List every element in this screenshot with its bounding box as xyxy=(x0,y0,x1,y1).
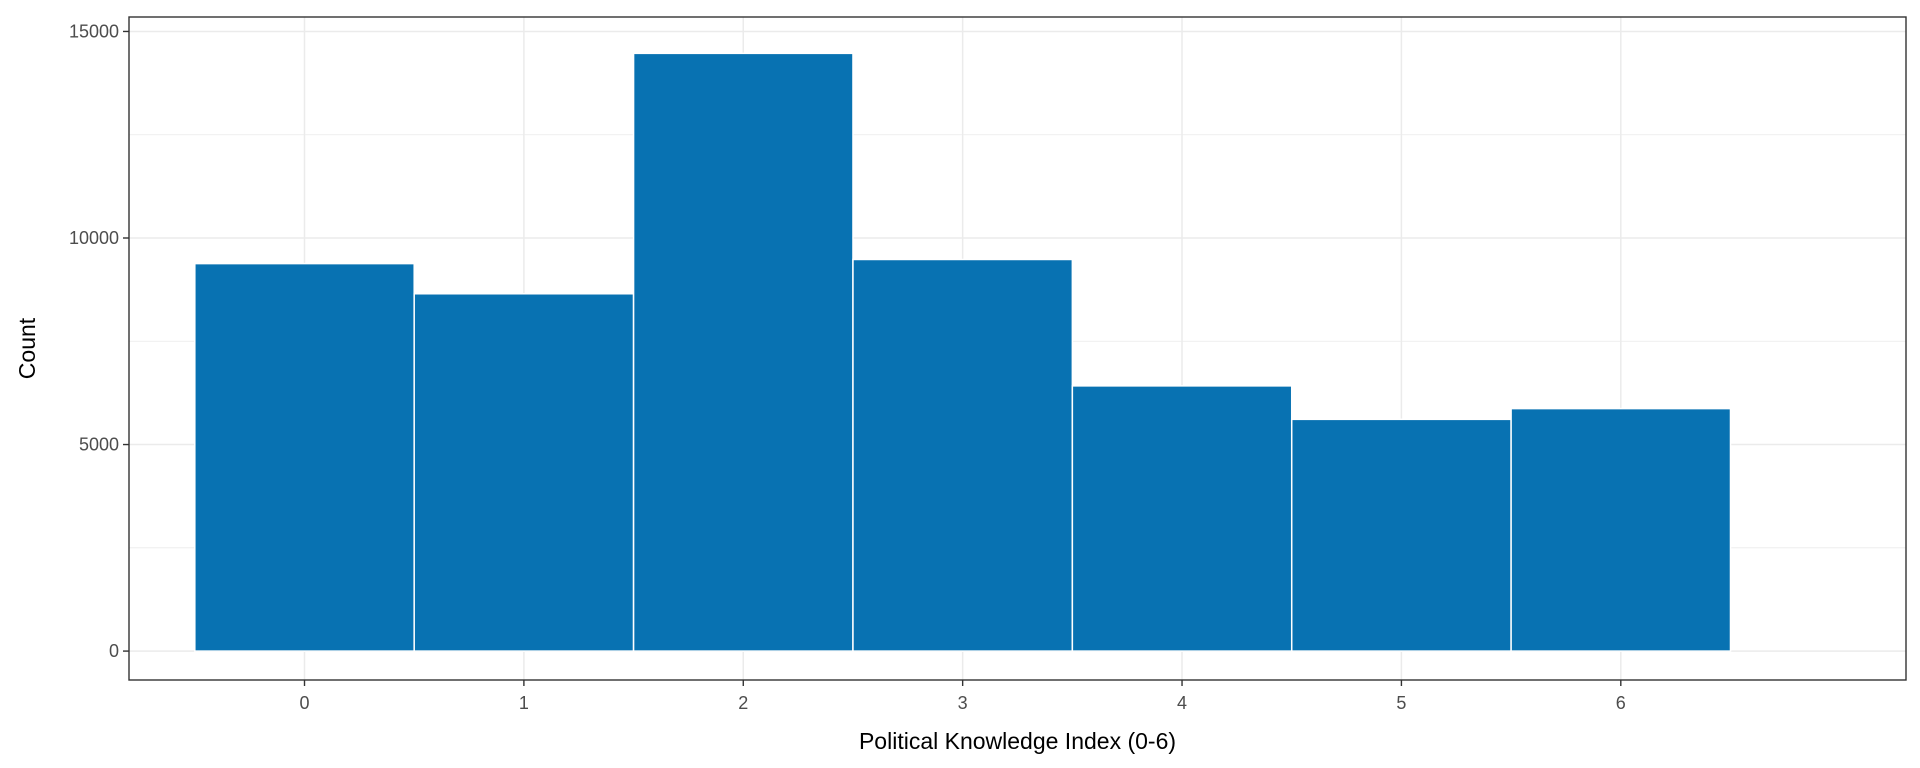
x-tick-label: 3 xyxy=(958,693,968,713)
bar-6 xyxy=(1510,407,1732,652)
x-tick-label: 2 xyxy=(738,693,748,713)
x-tick-label: 6 xyxy=(1616,693,1626,713)
y-tick-label: 15000 xyxy=(69,21,119,41)
bar-0 xyxy=(194,262,415,652)
x-tick-label: 1 xyxy=(519,693,529,713)
bar-1 xyxy=(413,293,635,652)
axis-ticks xyxy=(123,30,1622,686)
bar-2 xyxy=(632,52,854,652)
y-tick-label: 0 xyxy=(109,641,119,661)
y-axis-title: Count xyxy=(14,317,40,379)
x-tick-label: 0 xyxy=(299,693,309,713)
x-axis-title: Political Knowledge Index (0-6) xyxy=(859,728,1176,754)
bars xyxy=(194,52,1732,652)
y-tick-label: 5000 xyxy=(79,435,119,455)
bar-5 xyxy=(1290,418,1512,652)
bar-3 xyxy=(852,258,1074,652)
x-tick-label: 5 xyxy=(1396,693,1406,713)
tick-labels: 0 5000 10000 15000 0 1 2 3 4 5 6 xyxy=(69,21,1626,713)
y-tick-label: 10000 xyxy=(69,228,119,248)
bar-4 xyxy=(1071,385,1293,652)
panel-border xyxy=(128,16,1907,681)
x-tick-label: 4 xyxy=(1177,693,1187,713)
